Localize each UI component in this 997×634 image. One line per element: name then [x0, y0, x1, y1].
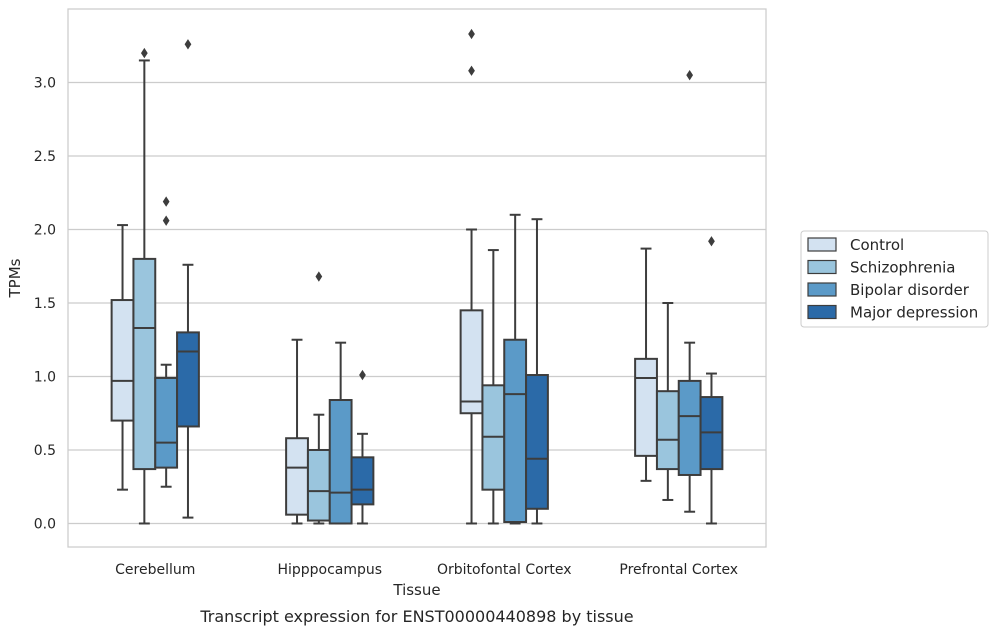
- outlier-point: [468, 28, 475, 40]
- legend-swatch: [807, 237, 837, 252]
- box: [176, 39, 200, 519]
- legend-item: Schizophrenia: [807, 259, 955, 277]
- legend-label: Control: [850, 236, 904, 254]
- plot-area: [67, 8, 767, 548]
- box-iqr: [110, 299, 135, 422]
- box: [285, 338, 309, 525]
- outlier-point: [708, 236, 715, 247]
- box: [503, 213, 528, 525]
- outlier-point: [162, 196, 170, 207]
- legend-label: Bipolar disorder: [850, 281, 970, 299]
- box: [132, 47, 157, 525]
- y-tick-label: 0.5: [34, 443, 56, 459]
- x-tick-labels: Cerebellum Hipppocampus Orbitofontal Corte…: [115, 562, 738, 578]
- box-iqr: [677, 379, 702, 476]
- box-iqr: [350, 456, 375, 506]
- box-series: [110, 28, 724, 525]
- x-tick-label: Prefrontal Cortex: [619, 562, 738, 578]
- box-iqr: [285, 437, 309, 516]
- box: [525, 218, 549, 525]
- box-iqr: [176, 331, 200, 428]
- x-tick-label: Orbitofontal Cortex: [437, 562, 572, 578]
- y-tick-label: 0.0: [34, 516, 56, 532]
- legend-swatch: [807, 282, 837, 297]
- box: [481, 249, 506, 525]
- outlier-point: [184, 39, 192, 50]
- box: [306, 271, 331, 525]
- box-iqr: [132, 257, 157, 471]
- legend-label: Schizophrenia: [850, 259, 955, 277]
- y-tick-label: 1.0: [34, 369, 56, 385]
- x-tick-label: Cerebellum: [115, 562, 195, 578]
- box-iqr: [328, 399, 353, 525]
- legend-items: Control Schizophrenia Bipolar disorder Majo…: [807, 236, 978, 322]
- box-iqr: [503, 338, 528, 524]
- box-iqr: [525, 374, 549, 510]
- legend-item: Major depression: [807, 304, 978, 322]
- box: [655, 301, 680, 501]
- chart-caption: Transcript expression for ENST0000044089…: [199, 607, 633, 626]
- y-tick-label: 2.5: [34, 149, 56, 165]
- box-iqr: [154, 376, 179, 469]
- legend-item: Control: [807, 236, 904, 254]
- box-iqr: [655, 390, 680, 471]
- legend-swatch: [807, 259, 837, 275]
- legend: Control Schizophrenia Bipolar disorder Majo…: [800, 230, 989, 328]
- outlier-point: [359, 369, 366, 381]
- series-major-depression: [176, 39, 724, 525]
- outlier-point: [162, 215, 170, 226]
- box: [699, 236, 724, 525]
- box-iqr: [459, 309, 484, 415]
- outlier-point: [686, 69, 694, 81]
- legend-swatch: [807, 304, 837, 320]
- box-iqr: [306, 448, 331, 522]
- x-axis-label: Tissue: [392, 581, 440, 599]
- box: [459, 28, 484, 525]
- legend-frame: [800, 230, 989, 328]
- x-tick-label: Hipppocampus: [277, 562, 382, 578]
- box: [350, 369, 375, 525]
- legend-label: Major depression: [850, 304, 978, 322]
- y-axis-label: TPMs: [6, 258, 24, 298]
- box-iqr: [634, 357, 658, 457]
- legend-item: Bipolar disorder: [807, 281, 970, 299]
- outlier-point: [468, 65, 475, 76]
- y-tick-label: 3.0: [34, 75, 56, 91]
- series-schizophrenia: [132, 47, 680, 525]
- y-tick-label: 2.0: [34, 222, 56, 238]
- outlier-point: [140, 47, 148, 59]
- y-tick-label: 1.5: [34, 296, 56, 312]
- y-tick-labels: 0.0 0.5 1.0 1.5 2.0 2.5 3.0: [34, 75, 56, 532]
- outlier-point: [315, 271, 323, 282]
